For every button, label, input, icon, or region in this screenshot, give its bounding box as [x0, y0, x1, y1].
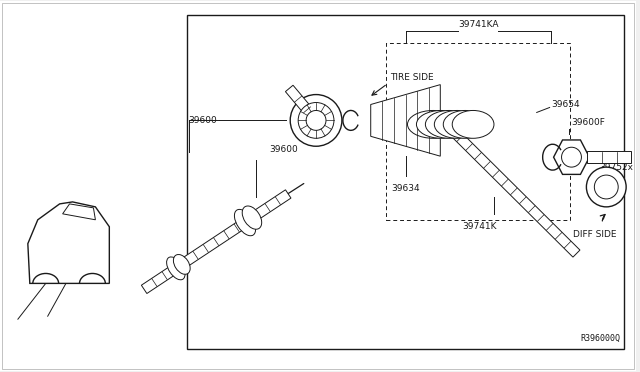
Polygon shape: [439, 117, 580, 257]
Ellipse shape: [242, 206, 262, 229]
Polygon shape: [141, 190, 291, 294]
Polygon shape: [554, 140, 589, 174]
Polygon shape: [285, 85, 320, 124]
Ellipse shape: [166, 257, 185, 280]
Text: 39634: 39634: [391, 184, 420, 193]
Circle shape: [586, 167, 626, 207]
Text: 39654: 39654: [552, 100, 580, 109]
Ellipse shape: [435, 110, 480, 138]
Text: DIFF SIDE: DIFF SIDE: [573, 230, 616, 239]
Polygon shape: [371, 84, 440, 156]
Text: 39741K: 39741K: [462, 222, 496, 231]
Ellipse shape: [426, 110, 473, 138]
Circle shape: [306, 110, 326, 130]
Polygon shape: [588, 151, 631, 163]
Polygon shape: [63, 204, 95, 220]
Circle shape: [595, 175, 618, 199]
Polygon shape: [28, 202, 109, 283]
Ellipse shape: [408, 110, 459, 138]
Text: TIRE SIDE: TIRE SIDE: [390, 73, 433, 82]
Text: 39741KA: 39741KA: [458, 20, 499, 29]
Circle shape: [290, 94, 342, 146]
Text: 39600: 39600: [188, 116, 217, 125]
Ellipse shape: [452, 110, 494, 138]
Text: 39600: 39600: [269, 145, 298, 154]
Bar: [187, 15, 624, 349]
Text: 39752x: 39752x: [599, 163, 634, 172]
Text: R396000Q: R396000Q: [580, 334, 620, 343]
Circle shape: [561, 147, 581, 167]
Ellipse shape: [173, 254, 190, 274]
Bar: [386, 43, 570, 220]
Circle shape: [298, 103, 334, 138]
Ellipse shape: [234, 209, 255, 236]
Ellipse shape: [417, 110, 466, 138]
Ellipse shape: [444, 110, 487, 138]
Text: 39600F: 39600F: [572, 118, 605, 127]
